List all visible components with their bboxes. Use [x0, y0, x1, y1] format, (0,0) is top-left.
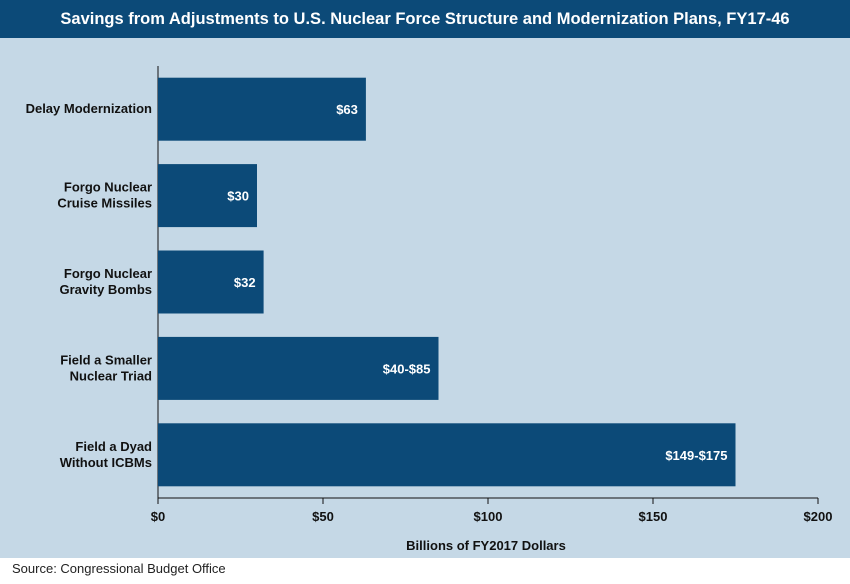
- x-axis-label: Billions of FY2017 Dollars: [406, 538, 566, 553]
- x-tick-label: $0: [151, 509, 165, 524]
- bar: [158, 423, 736, 487]
- x-tick-label: $100: [474, 509, 503, 524]
- category-label: Nuclear Triad: [70, 368, 152, 383]
- bar: [158, 77, 366, 141]
- category-label: Cruise Missiles: [57, 196, 152, 211]
- bar: [158, 336, 439, 400]
- category-label: Field a Smaller: [60, 352, 152, 367]
- bar-data-label: $30: [227, 189, 249, 204]
- bar-data-label: $40-$85: [383, 361, 431, 376]
- bar: [158, 250, 264, 314]
- category-label: Gravity Bombs: [60, 282, 152, 297]
- chart-title: Savings from Adjustments to U.S. Nuclear…: [0, 0, 850, 38]
- bar-data-label: $63: [336, 102, 358, 117]
- x-tick-label: $150: [639, 509, 668, 524]
- x-tick-label: $50: [312, 509, 334, 524]
- category-label: Forgo Nuclear: [64, 266, 152, 281]
- x-axis: $0 $50 $100 $150 $200: [151, 497, 833, 524]
- category-label: Field a Dyad: [75, 439, 152, 454]
- category-label: Without ICBMs: [60, 455, 152, 470]
- bar-data-label: $32: [234, 275, 256, 290]
- source-note: Source: Congressional Budget Office: [12, 561, 226, 576]
- bar: [158, 164, 257, 228]
- category-label: Forgo Nuclear: [64, 180, 152, 195]
- x-tick-label: $200: [804, 509, 833, 524]
- bar-data-label: $149-$175: [665, 448, 727, 463]
- category-label: Delay Modernization: [26, 101, 152, 116]
